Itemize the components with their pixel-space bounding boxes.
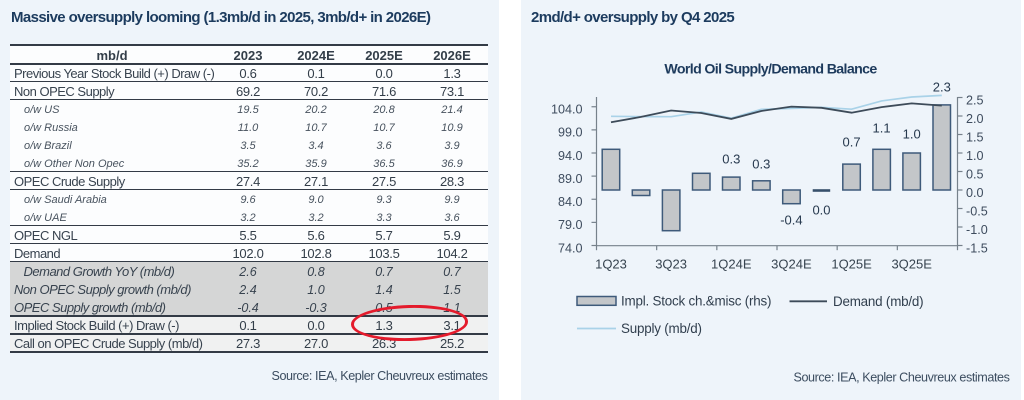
svg-text:84.0: 84.0 — [558, 195, 583, 209]
svg-text:Supply (mb/d): Supply (mb/d) — [621, 321, 702, 336]
svg-text:1Q23: 1Q23 — [595, 256, 627, 271]
svg-text:0.5: 0.5 — [966, 167, 984, 181]
svg-text:-0.4: -0.4 — [780, 213, 802, 228]
svg-text:74.0: 74.0 — [558, 241, 583, 255]
svg-text:Impl. Stock ch.&misc (rhs): Impl. Stock ch.&misc (rhs) — [621, 294, 771, 309]
svg-text:1Q24E: 1Q24E — [711, 256, 752, 271]
svg-text:1Q25E: 1Q25E — [831, 256, 872, 271]
svg-text:3Q25E: 3Q25E — [891, 256, 932, 271]
svg-text:104.0: 104.0 — [551, 103, 583, 117]
svg-text:3Q23: 3Q23 — [655, 256, 687, 271]
svg-text:1.5: 1.5 — [966, 130, 984, 144]
svg-text:2.5: 2.5 — [966, 93, 984, 107]
svg-text:0.0: 0.0 — [966, 186, 984, 200]
svg-text:1.0: 1.0 — [966, 149, 984, 163]
svg-text:99.0: 99.0 — [558, 126, 583, 140]
svg-text:1.1: 1.1 — [873, 121, 891, 136]
svg-text:World Oil Supply/Demand Balanc: World Oil Supply/Demand Balance — [664, 61, 877, 77]
svg-text:0.0: 0.0 — [812, 203, 830, 218]
svg-text:0.7: 0.7 — [843, 135, 861, 150]
svg-text:3Q24E: 3Q24E — [771, 256, 812, 271]
svg-text:-1.5: -1.5 — [966, 241, 988, 255]
svg-text:2.0: 2.0 — [966, 112, 984, 126]
svg-text:79.0: 79.0 — [558, 218, 583, 232]
svg-text:0.3: 0.3 — [722, 152, 740, 167]
svg-text:89.0: 89.0 — [558, 172, 583, 186]
svg-text:0.3: 0.3 — [752, 157, 770, 172]
svg-text:1.0: 1.0 — [903, 127, 921, 142]
svg-text:94.0: 94.0 — [558, 149, 583, 163]
svg-text:Source: IEA, Kepler Cheuvreux: Source: IEA, Kepler Cheuvreux estimates — [793, 370, 1009, 384]
svg-text:Demand (mb/d): Demand (mb/d) — [833, 294, 923, 309]
svg-text:-1.0: -1.0 — [966, 223, 988, 237]
svg-text:-0.5: -0.5 — [966, 204, 988, 218]
svg-text:2.3: 2.3 — [933, 80, 951, 95]
